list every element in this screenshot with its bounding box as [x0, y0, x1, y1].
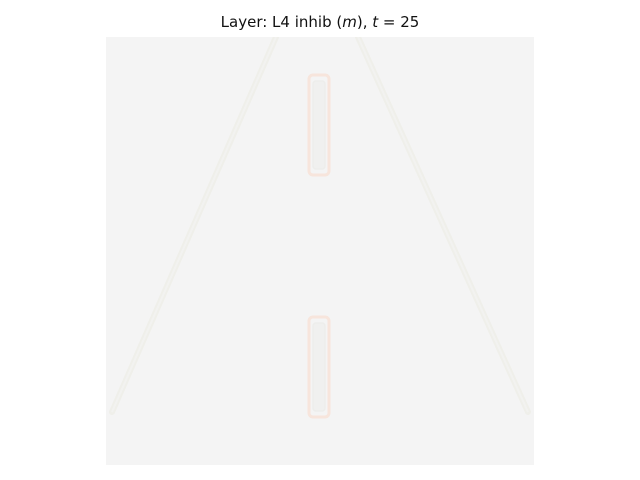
right-road-edge-inner	[357, 37, 529, 413]
title-time-value: = 25	[378, 13, 420, 31]
title-mid: ),	[356, 13, 373, 31]
title-variable: m	[342, 13, 357, 31]
upper-lane-marking-outline	[307, 73, 331, 177]
lower-lane-marking-outline	[307, 315, 331, 419]
upper-lane-marking	[312, 80, 326, 170]
lower-lane-marking	[312, 322, 326, 412]
activation-map	[106, 37, 534, 465]
title-prefix: Layer: L4 inhib (	[220, 13, 343, 31]
left-road-edge-inner	[111, 37, 277, 413]
plot-title: Layer: L4 inhib (m), t = 25	[0, 12, 640, 32]
title-time-symbol: t	[372, 13, 379, 31]
image-axes	[106, 37, 534, 465]
